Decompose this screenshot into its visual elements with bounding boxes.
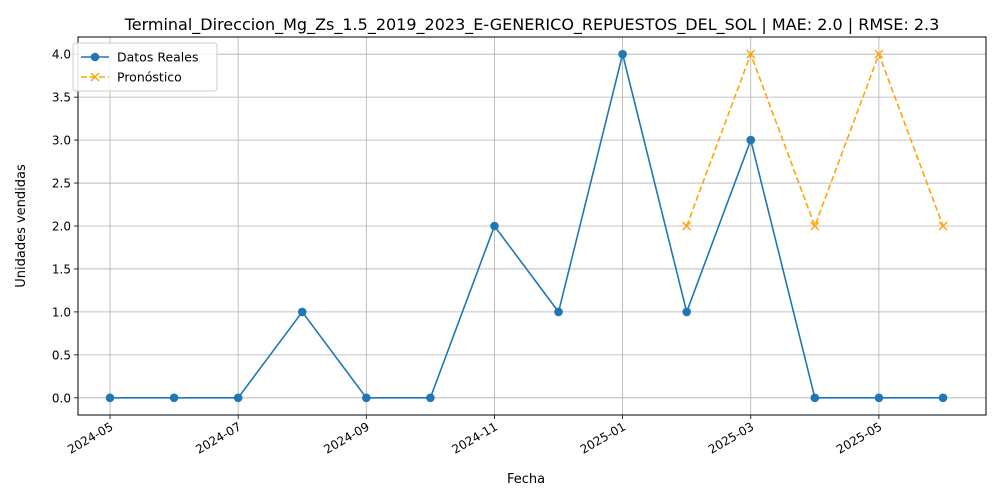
legend-label: Datos Reales <box>117 50 198 65</box>
series-pronostico <box>682 49 948 231</box>
data-point <box>490 221 499 231</box>
chart-title: Terminal_Direccion_Mg_Zs_1.5_2019_2023_E… <box>124 15 940 35</box>
data-point <box>362 393 371 403</box>
data-point <box>938 221 948 231</box>
series-line <box>110 53 943 399</box>
y-tick-label: 2.5 <box>52 177 71 191</box>
data-point <box>105 393 115 403</box>
y-tick-label: 0.5 <box>52 348 71 362</box>
x-axis-label: Fecha <box>507 472 545 487</box>
y-tick-label: 1.0 <box>52 305 71 319</box>
data-point <box>682 221 692 231</box>
data-point <box>746 49 756 59</box>
data-point <box>297 307 307 317</box>
y-tick-label: 2.0 <box>52 220 71 234</box>
data-point <box>810 393 820 403</box>
legend: Datos Reales Pronóstico <box>72 42 218 92</box>
y-tick-label: 3.5 <box>52 91 71 105</box>
y-tick-label: 1.5 <box>52 262 71 276</box>
y-axis-label: Unidades vendidas <box>14 164 29 288</box>
data-point <box>874 393 884 403</box>
y-tick-label: 0.0 <box>52 391 71 405</box>
data-point <box>233 393 243 403</box>
data-point <box>682 307 691 317</box>
data-point <box>746 135 756 145</box>
data-point <box>810 221 820 231</box>
series-datos-reales <box>105 49 948 403</box>
grid <box>78 37 986 415</box>
legend-marker <box>90 72 100 82</box>
data-point <box>618 49 627 59</box>
data-point <box>874 49 884 59</box>
legend-box <box>72 42 218 92</box>
legend-marker <box>90 52 100 62</box>
data-point <box>169 393 179 403</box>
legend-label: Pronóstico <box>117 70 182 85</box>
data-point <box>938 393 948 403</box>
y-tick-label: 4.0 <box>52 48 71 62</box>
series-layer <box>105 49 948 403</box>
data-point <box>554 307 563 317</box>
data-point <box>426 393 435 403</box>
series-line <box>685 51 944 229</box>
y-tick-label: 3.0 <box>52 134 71 148</box>
